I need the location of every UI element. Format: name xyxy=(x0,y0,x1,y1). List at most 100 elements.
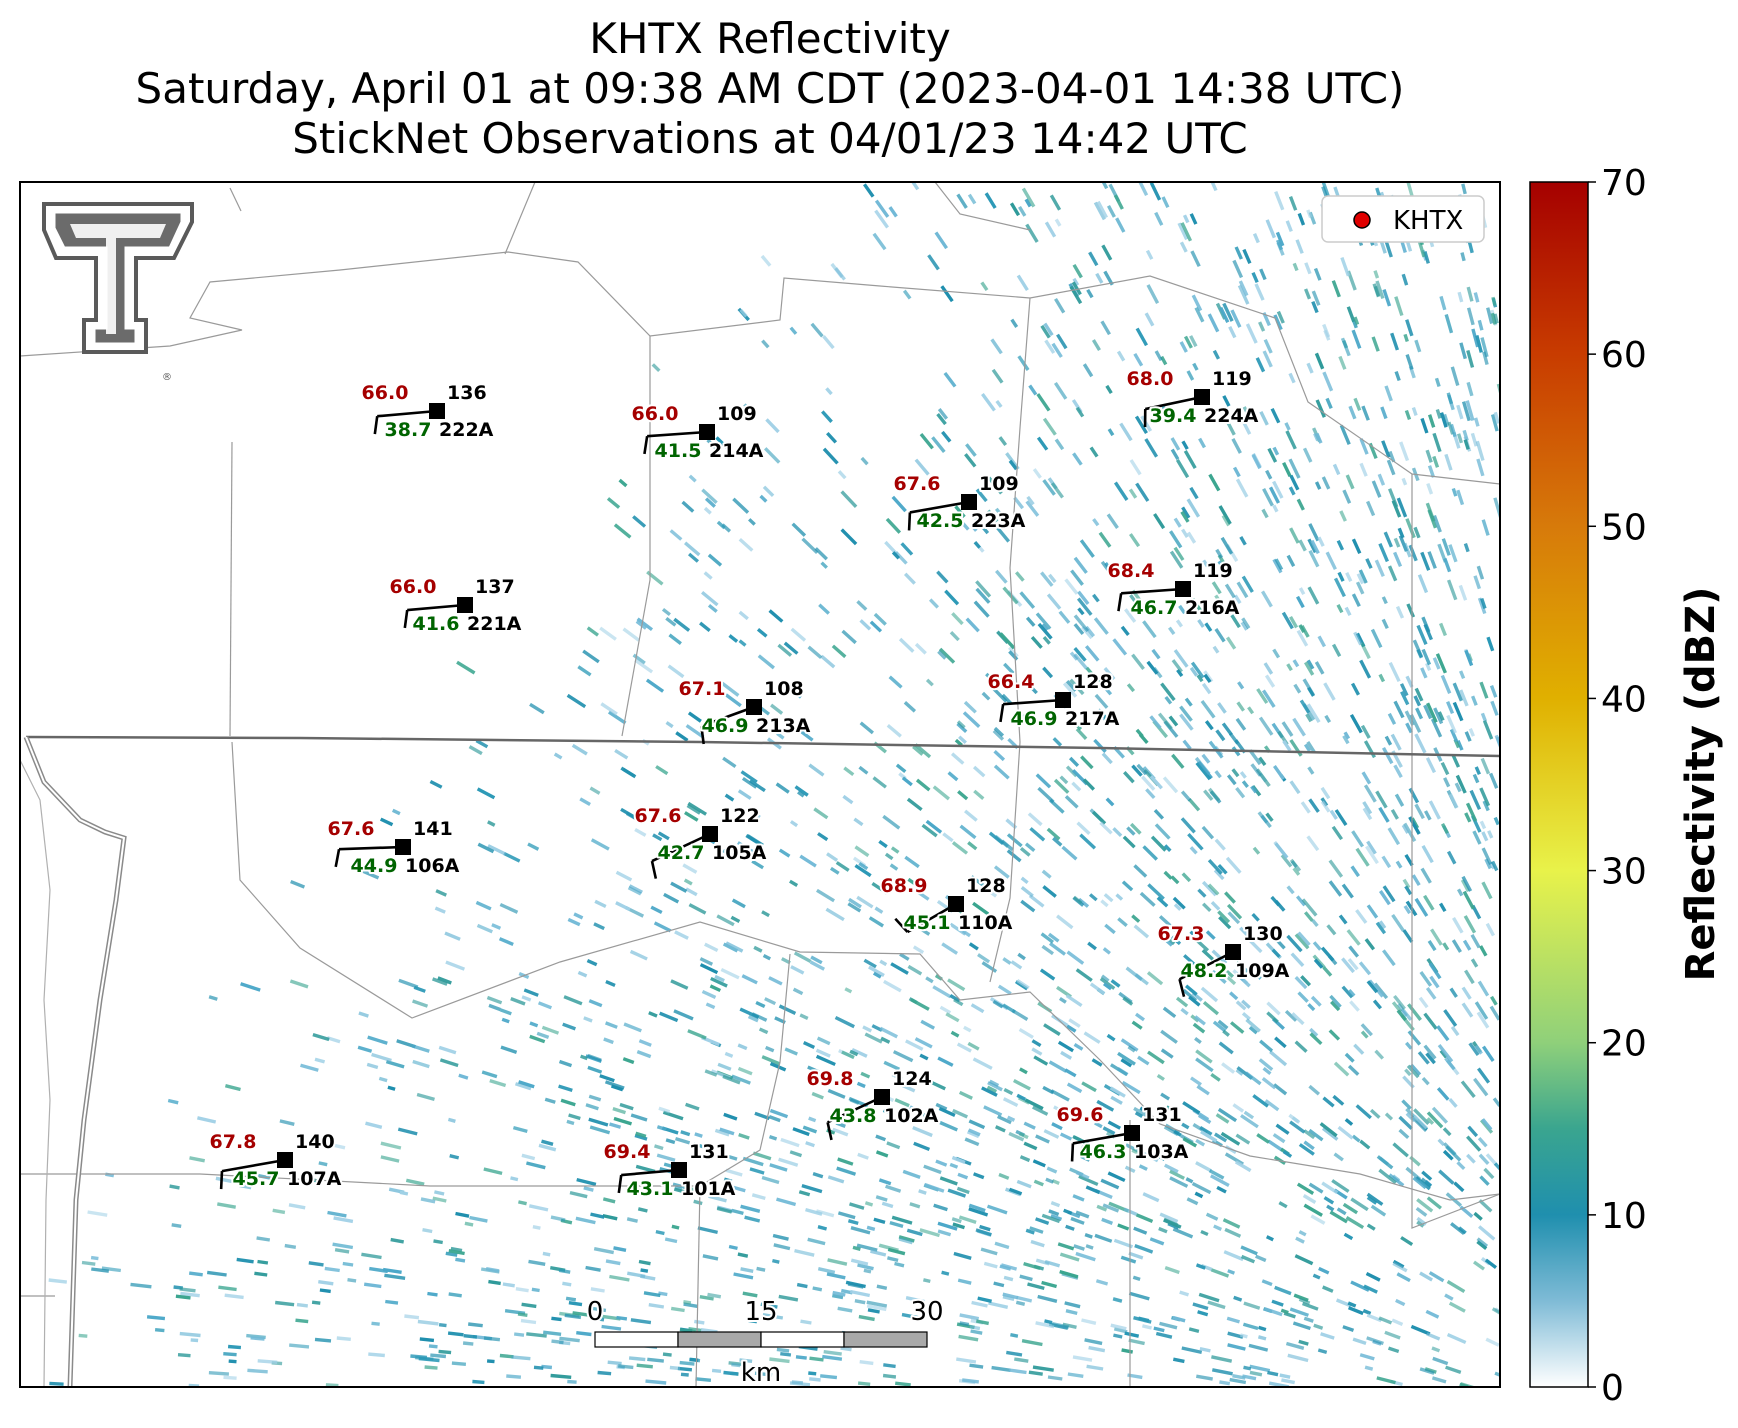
reflectivity-streak xyxy=(1338,914,1348,925)
reflectivity-streak xyxy=(1141,775,1156,791)
reflectivity-streak xyxy=(1179,705,1193,722)
reflectivity-streak xyxy=(1413,1108,1430,1125)
reflectivity-streak xyxy=(1150,835,1167,852)
reflectivity-streak xyxy=(958,735,967,745)
reflectivity-streak xyxy=(455,1211,470,1218)
reflectivity-streak xyxy=(1246,936,1263,954)
reflectivity-streak xyxy=(558,1059,573,1068)
reflectivity-streak xyxy=(1161,932,1176,946)
reflectivity-streak xyxy=(1480,597,1487,609)
reflectivity-streak xyxy=(1323,682,1336,701)
reflectivity-streak xyxy=(1096,200,1109,219)
reflectivity-streak xyxy=(1235,478,1249,498)
reflectivity-streak xyxy=(822,1354,843,1361)
reflectivity-streak xyxy=(986,509,999,523)
reflectivity-streak xyxy=(1401,824,1410,834)
reflectivity-streak xyxy=(1259,411,1269,426)
reflectivity-streak xyxy=(1107,1120,1121,1130)
reflectivity-streak xyxy=(1307,686,1315,697)
reflectivity-streak xyxy=(852,1245,861,1251)
reflectivity-streak xyxy=(925,678,934,687)
reflectivity-streak xyxy=(384,1273,406,1280)
reflectivity-streak xyxy=(1481,847,1493,866)
reflectivity-streak xyxy=(1245,323,1258,344)
reflectivity-streak xyxy=(1187,797,1201,812)
reflectivity-streak xyxy=(1025,500,1040,517)
reflectivity-streak xyxy=(789,326,798,335)
reflectivity-streak xyxy=(919,1228,940,1238)
reflectivity-streak xyxy=(1466,307,1475,326)
reflectivity-streak xyxy=(849,1049,859,1057)
wind-barb-icon xyxy=(827,1095,883,1124)
reflectivity-streak xyxy=(658,1291,668,1297)
reflectivity-streak xyxy=(1425,1309,1440,1319)
reflectivity-streak xyxy=(1000,1263,1018,1271)
reflectivity-streak xyxy=(1071,281,1082,296)
reflectivity-streak xyxy=(813,807,829,820)
reflectivity-streak xyxy=(875,1195,888,1202)
reflectivity-streak xyxy=(1100,974,1110,983)
reflectivity-streak xyxy=(701,590,719,607)
reflectivity-streak xyxy=(1009,202,1021,217)
reflectivity-streak xyxy=(538,1143,557,1152)
reflectivity-streak xyxy=(1403,333,1409,343)
reflectivity-streak xyxy=(1310,539,1320,555)
reflectivity-streak xyxy=(1450,1222,1466,1235)
reflectivity-streak xyxy=(1369,1108,1381,1119)
reflectivity-streak xyxy=(314,1057,326,1064)
reflectivity-streak xyxy=(973,600,990,618)
reflectivity-streak xyxy=(1322,966,1333,977)
reflectivity-streak xyxy=(1272,504,1279,513)
reflectivity-streak xyxy=(1371,480,1382,498)
station-id: 213A xyxy=(756,715,811,737)
reflectivity-streak xyxy=(949,994,961,1003)
reflectivity-streak xyxy=(1393,537,1401,548)
reflectivity-streak xyxy=(1439,295,1447,311)
reflectivity-streak xyxy=(673,1187,687,1194)
reflectivity-streak xyxy=(847,902,862,913)
reflectivity-streak xyxy=(1031,1047,1043,1056)
reflectivity-streak xyxy=(1368,979,1385,998)
reflectivity-streak xyxy=(1214,770,1222,779)
reflectivity-streak xyxy=(604,1080,625,1090)
reflectivity-streak xyxy=(875,1150,889,1158)
reflectivity-streak xyxy=(1298,539,1307,552)
reflectivity-streak xyxy=(586,626,599,637)
reflectivity-streak xyxy=(1217,560,1226,571)
reflectivity-streak xyxy=(821,410,833,423)
reflectivity-streak xyxy=(1360,724,1371,739)
reflectivity-streak xyxy=(761,339,770,349)
reflectivity-streak xyxy=(899,952,910,961)
reflectivity-streak xyxy=(1423,251,1430,264)
station-value: 108 xyxy=(764,678,804,700)
reflectivity-streak xyxy=(1232,259,1244,279)
reflectivity-streak xyxy=(410,1354,428,1360)
reflectivity-streak xyxy=(257,1259,269,1265)
reflectivity-streak xyxy=(1388,661,1401,683)
reflectivity-streak xyxy=(1416,624,1428,645)
reflectivity-streak xyxy=(925,976,934,984)
reflectivity-streak xyxy=(1469,789,1482,810)
reflectivity-streak xyxy=(1411,874,1421,886)
reflectivity-streak xyxy=(1094,1233,1113,1243)
station-value: 136 xyxy=(447,382,487,404)
reflectivity-streak xyxy=(835,1121,846,1128)
reflectivity-streak xyxy=(840,1346,852,1352)
reflectivity-streak xyxy=(966,1130,980,1139)
